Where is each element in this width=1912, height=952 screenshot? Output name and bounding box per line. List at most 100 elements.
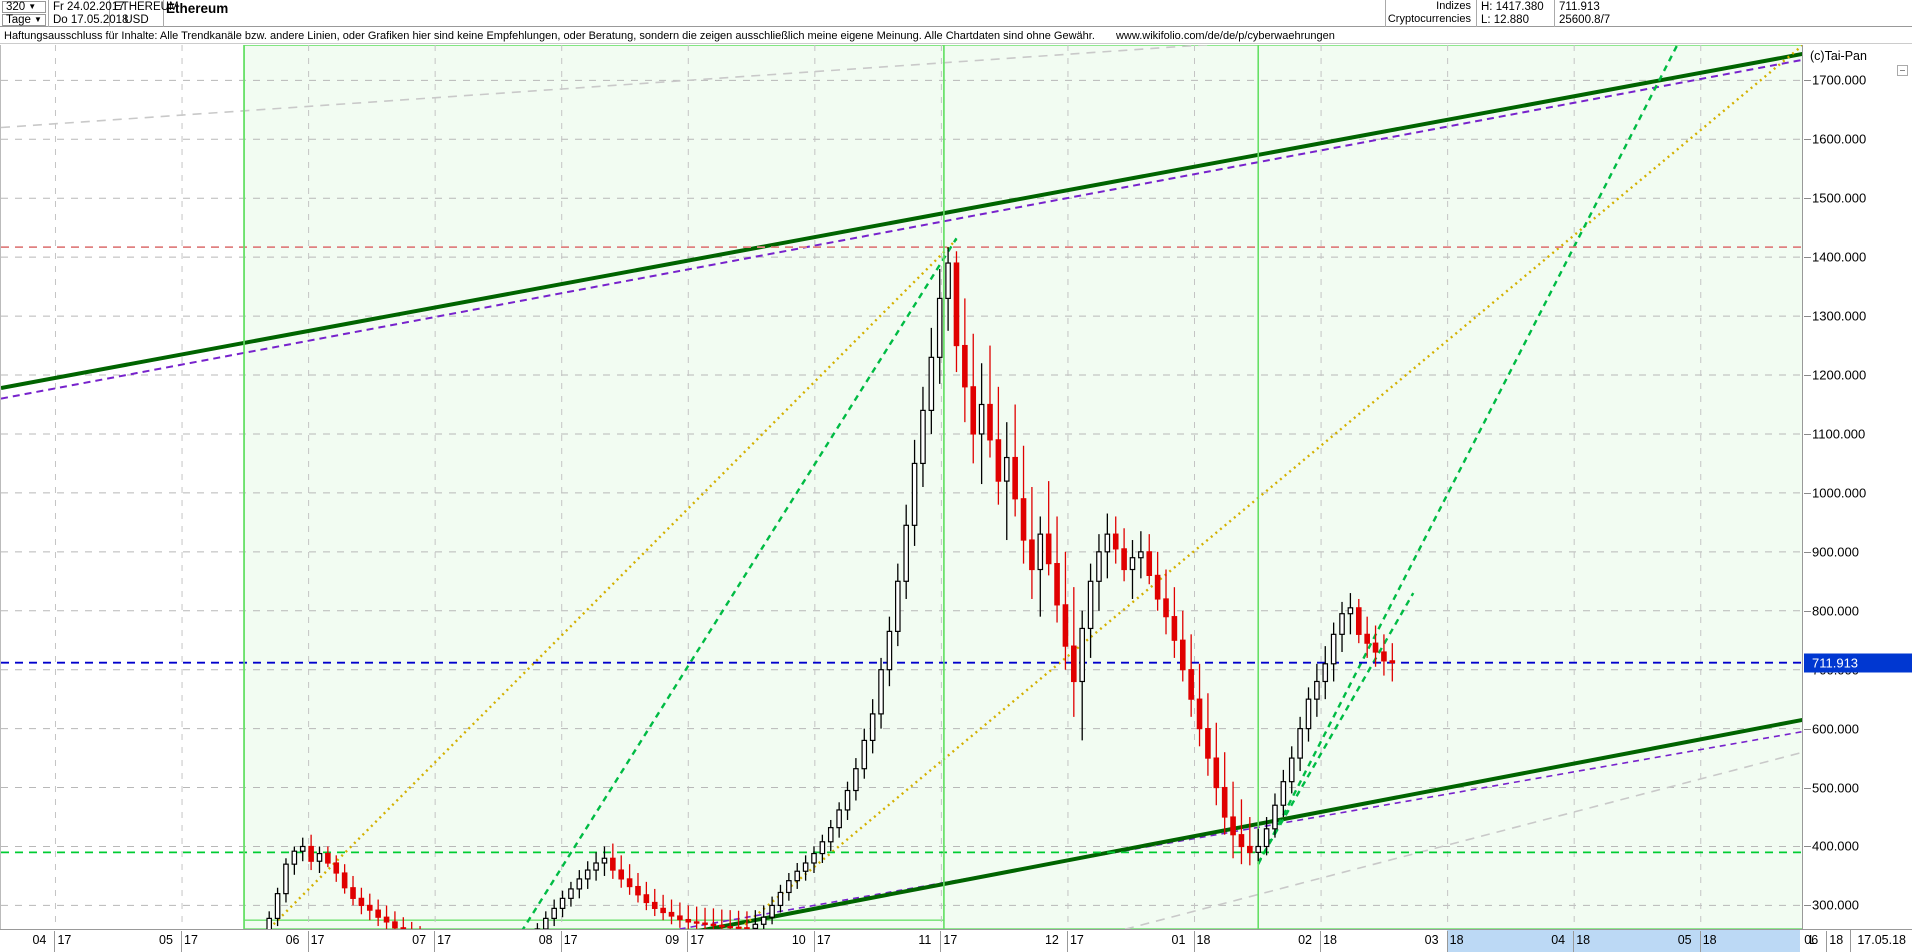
disclaimer-url[interactable]: www.wikifolio.com/de/de/p/cyberwaehrunge… [1115,30,1335,42]
date-axis[interactable]: 04 17 05 17 06 17 07 17 08 17 09 17 10 17 11 17 12 17 01 18… [0,929,1912,952]
price-axis-label: 1500.000 [1812,190,1867,206]
last-price-value: 711.913 [1559,0,1600,13]
price-axis-tick [1804,375,1811,377]
price-axis-label: 300.000 [1812,897,1859,913]
purple-trend-upper [1,58,1802,400]
date-axis-month: 10 [791,933,806,947]
date-range-selection[interactable] [1446,930,1800,952]
period-unit-label: Tage [6,14,31,26]
green-fan-line-1 [521,237,958,929]
price-axis-label: 1200.000 [1812,367,1867,383]
price-plot-area[interactable] [1,45,1803,929]
price-axis-label: 1700.000 [1812,72,1867,88]
date-axis-month: 11 [918,933,932,947]
date-axis-separator [813,931,815,952]
price-axis-label: 900.000 [1812,544,1859,560]
price-axis-label: 1600.000 [1812,131,1867,147]
price-axis[interactable]: (c)Tai-Pan 300.000 400.000 500.000 600.000 7… [1804,45,1912,929]
price-axis-tick [1804,198,1811,200]
candle-series [266,247,1396,929]
date-range-cell[interactable]: Fr 24.02.2017 Do 17.05.2018 [48,0,128,27]
date-axis-year: 18 [1576,933,1591,947]
last-volume-cell: 711.913 25600.8/7 [1555,0,1639,27]
date-axis-year: 18 [1196,933,1211,947]
period-unit-selector[interactable]: Tage ▼ [2,14,46,26]
disclaimer-bar: Haftungsausschluss für Inhalte: Alle Tre… [0,28,1912,44]
date-from: Fr 24.02.2017 [53,0,125,13]
date-axis-separator [1066,931,1068,952]
date-axis-month: 09 [665,933,680,947]
date-axis-month: 02 [1298,933,1312,947]
price-axis-tick [1804,905,1811,907]
date-axis-year: 18 [1829,933,1844,947]
low-value: L: 12.880 [1481,13,1529,26]
gray-channel-lower [1122,751,1802,929]
price-axis-tick [1804,551,1811,553]
date-axis-separator [1699,931,1701,952]
group-label-indizes: Indizes [1436,0,1471,12]
axis-end-date: 17.05.18 [1850,930,1912,952]
price-axis-tick [1804,787,1811,789]
price-axis-label: 800.000 [1812,603,1859,619]
yellow-fan-line-2 [737,45,1802,929]
date-axis-separator [181,931,183,952]
chart-container: (c)Tai-Pan 300.000 400.000 500.000 600.000 7… [0,45,1912,929]
yellow-fan-line-1 [267,238,958,929]
symbol-cell[interactable]: ETHEREUM USD [110,0,179,27]
price-axis-label: 1000.000 [1812,485,1867,501]
date-axis-month: 03 [1424,933,1439,947]
date-axis-separator [1446,931,1448,952]
dark-green-channel-lower [697,717,1802,929]
collapse-icon[interactable] [1897,65,1908,76]
date-axis-separator [1193,931,1195,952]
date-axis-separator [1573,931,1575,952]
date-axis-year: 17 [437,933,452,947]
date-axis-separator [307,931,309,952]
header-bar: 320 ▼ Tage ▼ Fr 24.02.2017 Do 17.05.2018… [0,0,1912,27]
group-label-crypto: Cryptocurrencies [1387,13,1471,25]
date-axis-separator [434,931,436,952]
date-axis-separator [687,931,689,952]
price-axis-label: 1400.000 [1812,249,1867,265]
price-axis-label: 1300.000 [1812,308,1867,324]
date-axis-year: 18 [1449,933,1464,947]
price-axis-label: 400.000 [1812,838,1859,854]
period-value-selector[interactable]: 320 ▼ [2,1,46,13]
gray-channel-upper [1,45,1215,129]
tai-pan-watermark: (c)Tai-Pan [1810,49,1867,63]
date-axis-separator [1320,931,1322,952]
high-value: H: 1417.380 [1481,0,1544,13]
price-axis-tick [1804,610,1811,612]
instrument-group-cell: Indizes Cryptocurrencies [1385,0,1475,27]
price-axis-tick [1804,80,1811,82]
date-axis-month: 01 [1171,933,1186,947]
disclaimer-text: Haftungsausschluss für Inhalte: Alle Tre… [4,30,1095,42]
current-price-value: 711.913 [1812,655,1859,671]
price-axis-tick [1804,433,1811,435]
date-axis-separator [560,931,562,952]
symbol-name: ETHEREUM [114,0,179,13]
price-axis-label: 600.000 [1812,721,1859,737]
price-axis-tick [1804,257,1811,259]
date-axis-year: 18 [1323,933,1337,947]
green-fan-line-3 [1257,592,1415,864]
price-axis-label: 1100.000 [1812,426,1866,442]
date-axis-separator [1826,931,1828,952]
date-axis-month: 07 [412,933,427,947]
axis-end-marker: L [1809,933,1816,947]
date-axis-month: 06 [1804,933,1819,947]
date-axis-separator [54,931,56,952]
date-axis-month: 12 [1044,933,1059,947]
high-low-cell: H: 1417.380 L: 12.880 [1476,0,1555,27]
date-axis-separator [940,931,942,952]
price-axis-label: 500.000 [1812,780,1859,796]
date-axis-month: 06 [285,933,300,947]
date-axis-year: 17 [1069,933,1084,947]
price-axis-tick [1804,492,1811,494]
date-axis-year: 17 [563,933,578,947]
price-axis-tick [1804,139,1811,141]
dark-green-channel-upper [1,51,1802,390]
volume-value: 25600.8/7 [1559,13,1611,26]
date-axis-year: 17 [690,933,705,947]
